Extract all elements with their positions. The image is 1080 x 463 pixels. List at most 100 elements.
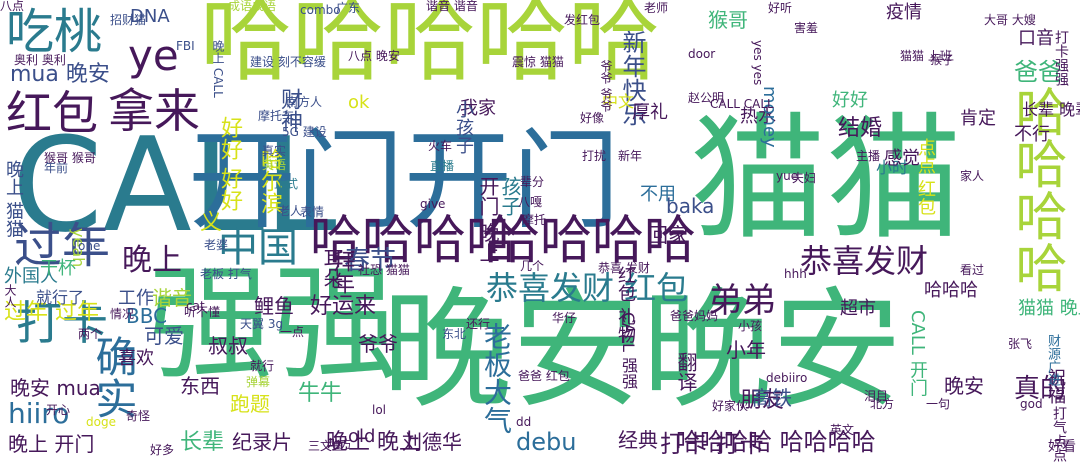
- word-cloud-word: 高铁: [752, 386, 792, 410]
- word-cloud-word: 喜欢: [118, 348, 154, 369]
- word-cloud-word: 家人: [960, 169, 985, 183]
- word-cloud-word: 地方: [328, 437, 353, 451]
- word-cloud-word: 看过: [960, 263, 985, 277]
- word-cloud-word: 八嘎: [518, 195, 543, 209]
- word-cloud-word: 几个: [520, 259, 545, 273]
- word-cloud-word: 南方人: [286, 95, 323, 109]
- word-cloud-word: ok: [348, 92, 370, 113]
- word-cloud-word: 超市: [840, 298, 876, 319]
- word-cloud-word: 晚上 晚上: [326, 430, 421, 455]
- word-cloud-word: 英语: [262, 158, 287, 172]
- word-cloud-word: combo: [300, 3, 341, 17]
- word-cloud-word: BBC: [126, 304, 168, 328]
- word-cloud-word: 肯定: [960, 108, 996, 129]
- word-cloud-word: 真的: [1014, 374, 1067, 404]
- word-cloud-word: 开门开门: [188, 119, 621, 244]
- word-cloud-word: 强强: [148, 252, 398, 397]
- word-cloud-word: 听不懂: [184, 305, 221, 319]
- word-cloud-word: 北方: [870, 397, 895, 411]
- word-cloud-word: 主播: [856, 149, 881, 163]
- word-cloud-word: 结婚: [838, 116, 883, 141]
- word-cloud-word: 天翼 3g: [240, 317, 284, 331]
- word-cloud-word: 华仔: [552, 311, 577, 325]
- word-cloud-word: 长辈: [180, 430, 225, 455]
- word-cloud-word: yue: [776, 169, 799, 183]
- word-cloud-word: debu: [516, 428, 577, 456]
- word-cloud-word: door: [688, 47, 716, 61]
- word-cloud-word: 摩托车: [258, 109, 295, 123]
- word-cloud-word: 老板 打气: [200, 267, 252, 281]
- word-cloud-word: 还行: [466, 317, 491, 331]
- word-cloud-word: debiiro: [766, 371, 808, 385]
- word-cloud-word: 猴哥: [708, 8, 748, 32]
- word-cloud-word: 好运来: [310, 294, 377, 319]
- word-cloud-word: 打气点点: [1051, 406, 1067, 462]
- word-cloud-word: 哈尔滨: [257, 148, 282, 214]
- word-cloud-word: CALL: [12, 109, 337, 261]
- word-cloud-word: 长辈 晚辈: [1022, 100, 1080, 119]
- word-cloud-word: lol: [372, 403, 387, 417]
- word-cloud-word: FBI: [176, 39, 195, 53]
- word-cloud-word: 表情: [300, 205, 325, 219]
- word-cloud-word: 中国: [218, 225, 298, 271]
- word-cloud-word: 不行: [1014, 124, 1050, 145]
- word-cloud-word: hhh: [784, 267, 807, 281]
- word-cloud-word: 感觉: [884, 148, 920, 169]
- word-cloud-word: 打卡 打卡: [660, 430, 764, 458]
- word-cloud-word: 猫猫 晚上: [1018, 298, 1080, 319]
- word-cloud-word: 英文: [830, 423, 855, 437]
- word-cloud-word: 爸爸妈妈: [670, 309, 719, 323]
- word-cloud-word: 开心: [46, 403, 71, 417]
- word-cloud-word: 过年 过年: [4, 300, 99, 325]
- word-cloud-word: 好多: [150, 443, 175, 457]
- word-cloud-word: 晚上 开门: [8, 432, 95, 456]
- word-cloud-word: 就行了: [36, 288, 85, 307]
- word-cloud-word: 直播: [430, 159, 455, 173]
- word-cloud-word: 朋友: [740, 388, 785, 413]
- word-cloud-word: 牛牛: [298, 381, 343, 406]
- word-cloud-word: 恭喜 发财: [598, 261, 650, 275]
- word-cloud-word: 大人: [3, 284, 17, 308]
- word-cloud-word: 摩托: [522, 213, 547, 227]
- word-cloud-word: 外国人: [4, 266, 58, 287]
- word-cloud-word: baka: [666, 194, 715, 218]
- word-cloud-word: 奥利 奥利: [14, 53, 66, 67]
- word-cloud-word: 建设 刻不容缓: [250, 55, 326, 69]
- word-cloud-word: 小孩: [738, 319, 763, 333]
- word-cloud-word: CALL 开门: [907, 310, 928, 397]
- word-cloud-word: CALL CALL: [710, 97, 774, 111]
- word-cloud-word: 大哥 大嫂: [984, 13, 1036, 27]
- word-cloud-word: 耳朵: [320, 248, 344, 288]
- word-cloud-word: 经典: [618, 428, 658, 452]
- word-cloud-word: cat: [186, 299, 205, 313]
- word-cloud-word: 小时: [876, 158, 909, 177]
- word-cloud-word: 好看: [1048, 439, 1076, 455]
- word-cloud-word: 哈哈哈哈哈: [200, 0, 661, 94]
- word-cloud-word: 两个: [78, 327, 103, 341]
- word-cloud-word: 恭喜发财 红包: [486, 269, 689, 307]
- word-cloud-word: yeah: [69, 228, 88, 268]
- word-cloud-word: 三文鱼: [308, 439, 345, 453]
- word-cloud-word: 好好: [832, 90, 868, 111]
- word-cloud-word: 晚安晚安: [382, 274, 903, 426]
- word-cloud-word: 爷爷 爷爷: [599, 60, 613, 112]
- word-cloud-word: 好听: [768, 1, 793, 15]
- word-cloud-word: 哈哈哈哈: [1006, 85, 1066, 293]
- word-cloud-word: 火车: [428, 139, 453, 153]
- word-cloud-word: 泪目: [864, 389, 889, 403]
- word-cloud-word: doge: [86, 415, 116, 429]
- word-cloud-word: 夫妇: [792, 171, 817, 185]
- word-cloud-word: god: [1020, 397, 1043, 411]
- word-cloud-word: hiiro: [8, 397, 70, 430]
- word-cloud-word: 吃桃: [6, 4, 103, 60]
- word-cloud-word: 晚上 猫猫: [3, 160, 24, 238]
- word-cloud-word: 猴哥 猴哥: [44, 151, 96, 165]
- word-cloud-word: 春节: [344, 246, 397, 276]
- word-cloud-word: 过年: [14, 218, 111, 274]
- word-cloud-word: 打卡强强: [1053, 30, 1069, 86]
- word-cloud-word: 害羞: [794, 21, 819, 35]
- word-cloud-word: 小孩子: [453, 100, 474, 154]
- word-cloud-word: 谐音: [152, 286, 192, 310]
- word-cloud-word: 工作: [118, 288, 154, 309]
